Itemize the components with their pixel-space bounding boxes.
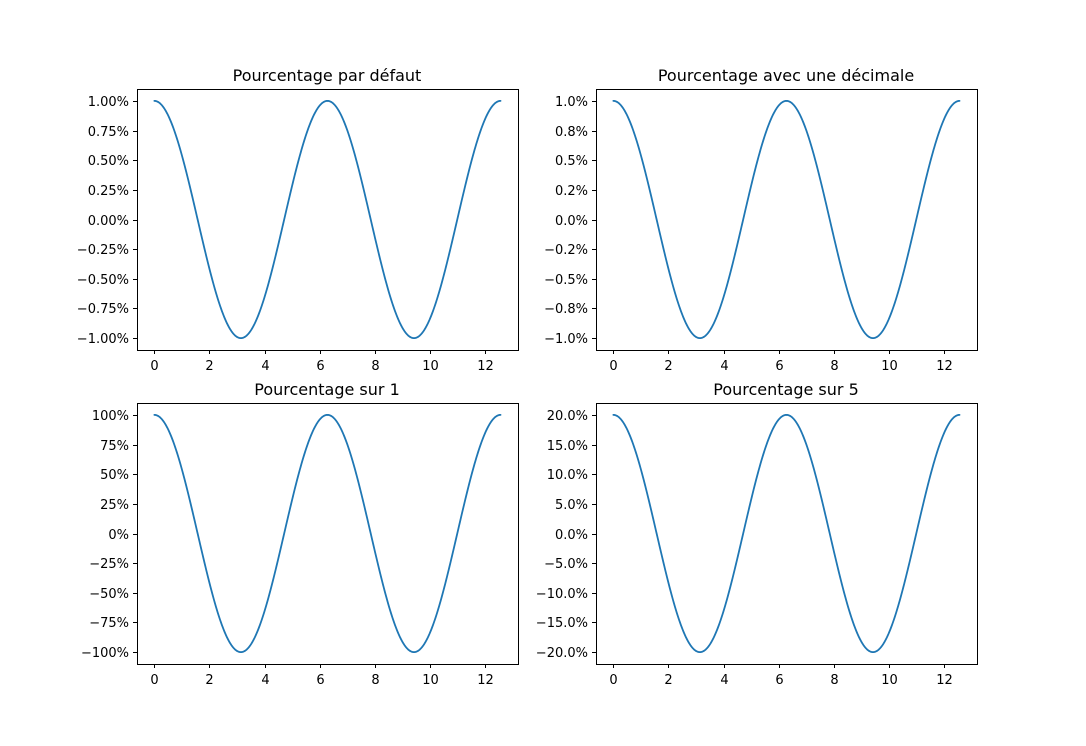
axes-frame [596,403,978,665]
y-tick-label: 75% [100,439,129,454]
y-tick-label: 0.5% [555,154,588,169]
subplot-top-left: Pourcentage par défaut 1.00% 0.75% 0.50%… [77,66,519,374]
y-tick-label: −1.00% [77,332,129,347]
y-tick-label: −5.0% [544,557,588,572]
subplot-title: Pourcentage sur 1 [254,380,400,399]
y-tick-label: 0.25% [88,184,129,199]
y-tick-label: −0.50% [77,273,129,288]
axes-frame [137,403,519,665]
x-tick-label: 8 [830,359,838,374]
y-tick-label: 0% [108,528,129,543]
y-tick-label: −100% [81,646,129,661]
cosine-series-line [612,99,961,340]
y-tick-labels: 20.0% 15.0% 10.0% 5.0% 0.0% −5.0% −10.0%… [536,409,588,661]
y-tick-labels: 1.00% 0.75% 0.50% 0.25% 0.00% −0.25% −0.… [77,95,129,347]
y-tick-label: −20.0% [536,646,588,661]
y-tick-label: 20.0% [547,409,588,424]
x-tick-label: 8 [371,359,379,374]
axes-frame [596,89,978,351]
y-tick-label: −50% [89,587,129,602]
x-tick-label: 4 [720,359,728,374]
y-tick-label: −0.5% [544,273,588,288]
y-tick-label: −0.25% [77,243,129,258]
y-tick-label: −1.0% [544,332,588,347]
subplot-bottom-left: Pourcentage sur 1 100% 75% 50% 25% 0% −2… [81,380,519,688]
x-tick-label: 8 [371,673,379,688]
subplot-title: Pourcentage sur 5 [713,380,859,399]
y-tick-label: 0.00% [88,214,129,229]
axes-frame [137,89,519,351]
subplot-title: Pourcentage avec une décimale [658,66,914,85]
y-tick-label: 15.0% [547,439,588,454]
subplot-top-right: Pourcentage avec une décimale 1.0% 0.8% … [544,66,978,374]
x-tick-label: 8 [830,673,838,688]
x-tick-label: 6 [316,673,324,688]
x-tick-label: 6 [775,673,783,688]
x-tick-label: 2 [664,673,672,688]
cosine-series-line [153,413,502,654]
y-tick-labels: 1.0% 0.8% 0.5% 0.2% 0.0% −0.2% −0.5% −0.… [544,95,588,347]
y-tick-label: 5.0% [555,498,588,513]
cosine-series-line [153,99,502,340]
y-tick-label: 100% [92,409,129,424]
y-tick-label: 25% [100,498,129,513]
x-tick-label: 12 [936,673,953,688]
x-tick-label: 10 [422,673,439,688]
x-tick-label: 0 [150,673,158,688]
x-tick-label: 2 [664,359,672,374]
y-tick-label: −0.75% [77,302,129,317]
x-tick-label: 12 [477,359,494,374]
y-tick-label: 10.0% [547,468,588,483]
x-tick-label: 2 [205,359,213,374]
x-tick-label: 6 [775,359,783,374]
x-tick-labels: 0 2 4 6 8 10 12 [609,359,952,374]
x-tick-labels: 0 2 4 6 8 10 12 [150,673,493,688]
y-tick-label: 0.0% [555,214,588,229]
x-tick-label: 0 [609,673,617,688]
cosine-series-line [612,413,961,654]
x-tick-labels: 0 2 4 6 8 10 12 [609,673,952,688]
x-tick-label: 0 [150,359,158,374]
y-tick-labels: 100% 75% 50% 25% 0% −25% −50% −75% −100% [81,409,129,661]
x-tick-label: 6 [316,359,324,374]
y-tick-label: −0.2% [544,243,588,258]
x-tick-label: 4 [720,673,728,688]
y-tick-label: 0.50% [88,154,129,169]
x-tick-label: 10 [422,359,439,374]
x-tick-label: 10 [881,673,898,688]
x-tick-label: 0 [609,359,617,374]
y-tick-label: −10.0% [536,587,588,602]
y-tick-label: 0.2% [555,184,588,199]
y-tick-label: −15.0% [536,616,588,631]
x-tick-label: 12 [936,359,953,374]
x-tick-label: 10 [881,359,898,374]
y-tick-label: 1.0% [555,95,588,110]
x-tick-label: 4 [261,359,269,374]
y-tick-label: 0.0% [555,528,588,543]
x-tick-label: 4 [261,673,269,688]
subplot-bottom-right: Pourcentage sur 5 20.0% 15.0% 10.0% 5.0%… [536,380,978,688]
y-tick-label: −25% [89,557,129,572]
y-tick-label: 0.8% [555,125,588,140]
x-tick-labels: 0 2 4 6 8 10 12 [150,359,493,374]
y-tick-label: −0.8% [544,302,588,317]
subplot-title: Pourcentage par défaut [233,66,422,85]
x-tick-label: 12 [477,673,494,688]
y-tick-label: 50% [100,468,129,483]
y-tick-label: −75% [89,616,129,631]
y-tick-label: 0.75% [88,125,129,140]
y-tick-label: 1.00% [88,95,129,110]
x-tick-label: 2 [205,673,213,688]
